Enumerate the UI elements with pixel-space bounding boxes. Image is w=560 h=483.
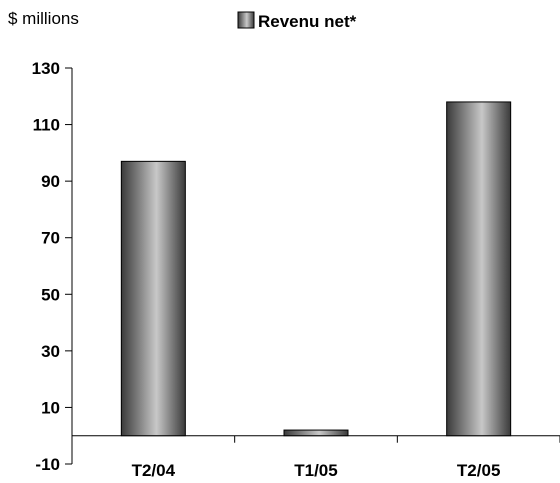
legend: Revenu net* xyxy=(237,11,357,31)
y-tick-label: 50 xyxy=(41,285,60,304)
category-label: T1/05 xyxy=(294,461,337,480)
y-axis: -10 10 30 50 70 90 110 130 xyxy=(32,59,73,474)
category-label: T2/04 xyxy=(132,461,176,480)
bar xyxy=(446,101,512,437)
legend-swatch xyxy=(237,11,255,29)
legend-label: Revenu net* xyxy=(258,12,357,31)
bar xyxy=(283,429,349,437)
y-tick-label: -10 xyxy=(35,455,60,474)
y-tick-label: 90 xyxy=(41,172,60,191)
bars xyxy=(120,101,512,437)
x-axis xyxy=(71,435,560,443)
category-labels: T2/04 T1/05 T2/05 xyxy=(132,461,501,480)
y-tick-label: 30 xyxy=(41,342,60,361)
y-tick-label: 110 xyxy=(33,116,60,135)
unit-label: $ millions xyxy=(8,9,79,28)
y-tick-label: 70 xyxy=(41,229,60,248)
y-tick-label: 10 xyxy=(41,398,60,417)
y-tick-label: 130 xyxy=(32,59,60,78)
bar xyxy=(120,160,186,437)
category-label: T2/05 xyxy=(457,461,500,480)
